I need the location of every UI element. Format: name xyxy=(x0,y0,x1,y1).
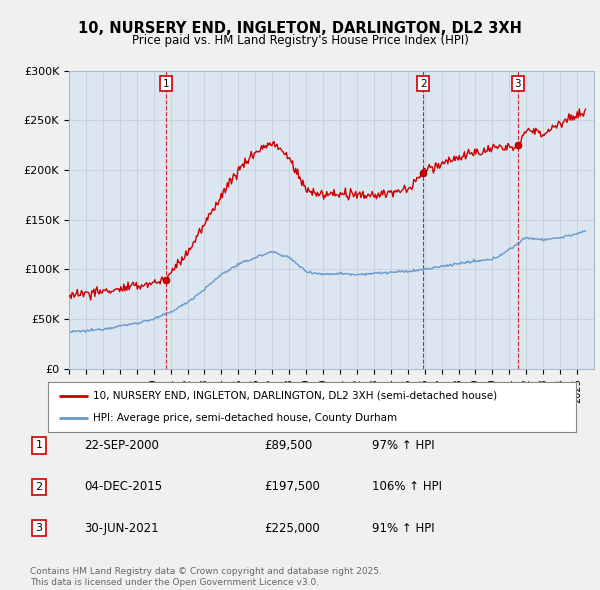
Text: 1: 1 xyxy=(163,78,169,88)
Text: 1: 1 xyxy=(35,441,43,450)
Text: Price paid vs. HM Land Registry's House Price Index (HPI): Price paid vs. HM Land Registry's House … xyxy=(131,34,469,47)
Text: 97% ↑ HPI: 97% ↑ HPI xyxy=(372,439,434,452)
Text: 30-JUN-2021: 30-JUN-2021 xyxy=(84,522,158,535)
Text: 10, NURSERY END, INGLETON, DARLINGTON, DL2 3XH: 10, NURSERY END, INGLETON, DARLINGTON, D… xyxy=(78,21,522,36)
Text: 91% ↑ HPI: 91% ↑ HPI xyxy=(372,522,434,535)
Text: 04-DEC-2015: 04-DEC-2015 xyxy=(84,480,162,493)
Text: Contains HM Land Registry data © Crown copyright and database right 2025.
This d: Contains HM Land Registry data © Crown c… xyxy=(30,566,382,588)
Text: 3: 3 xyxy=(514,78,521,88)
Text: 2: 2 xyxy=(420,78,427,88)
Text: 3: 3 xyxy=(35,523,43,533)
Text: HPI: Average price, semi-detached house, County Durham: HPI: Average price, semi-detached house,… xyxy=(93,414,397,424)
Text: £89,500: £89,500 xyxy=(264,439,312,452)
Text: 22-SEP-2000: 22-SEP-2000 xyxy=(84,439,159,452)
Text: £197,500: £197,500 xyxy=(264,480,320,493)
Text: 106% ↑ HPI: 106% ↑ HPI xyxy=(372,480,442,493)
Text: 10, NURSERY END, INGLETON, DARLINGTON, DL2 3XH (semi-detached house): 10, NURSERY END, INGLETON, DARLINGTON, D… xyxy=(93,391,497,401)
Text: £225,000: £225,000 xyxy=(264,522,320,535)
Text: 2: 2 xyxy=(35,482,43,491)
